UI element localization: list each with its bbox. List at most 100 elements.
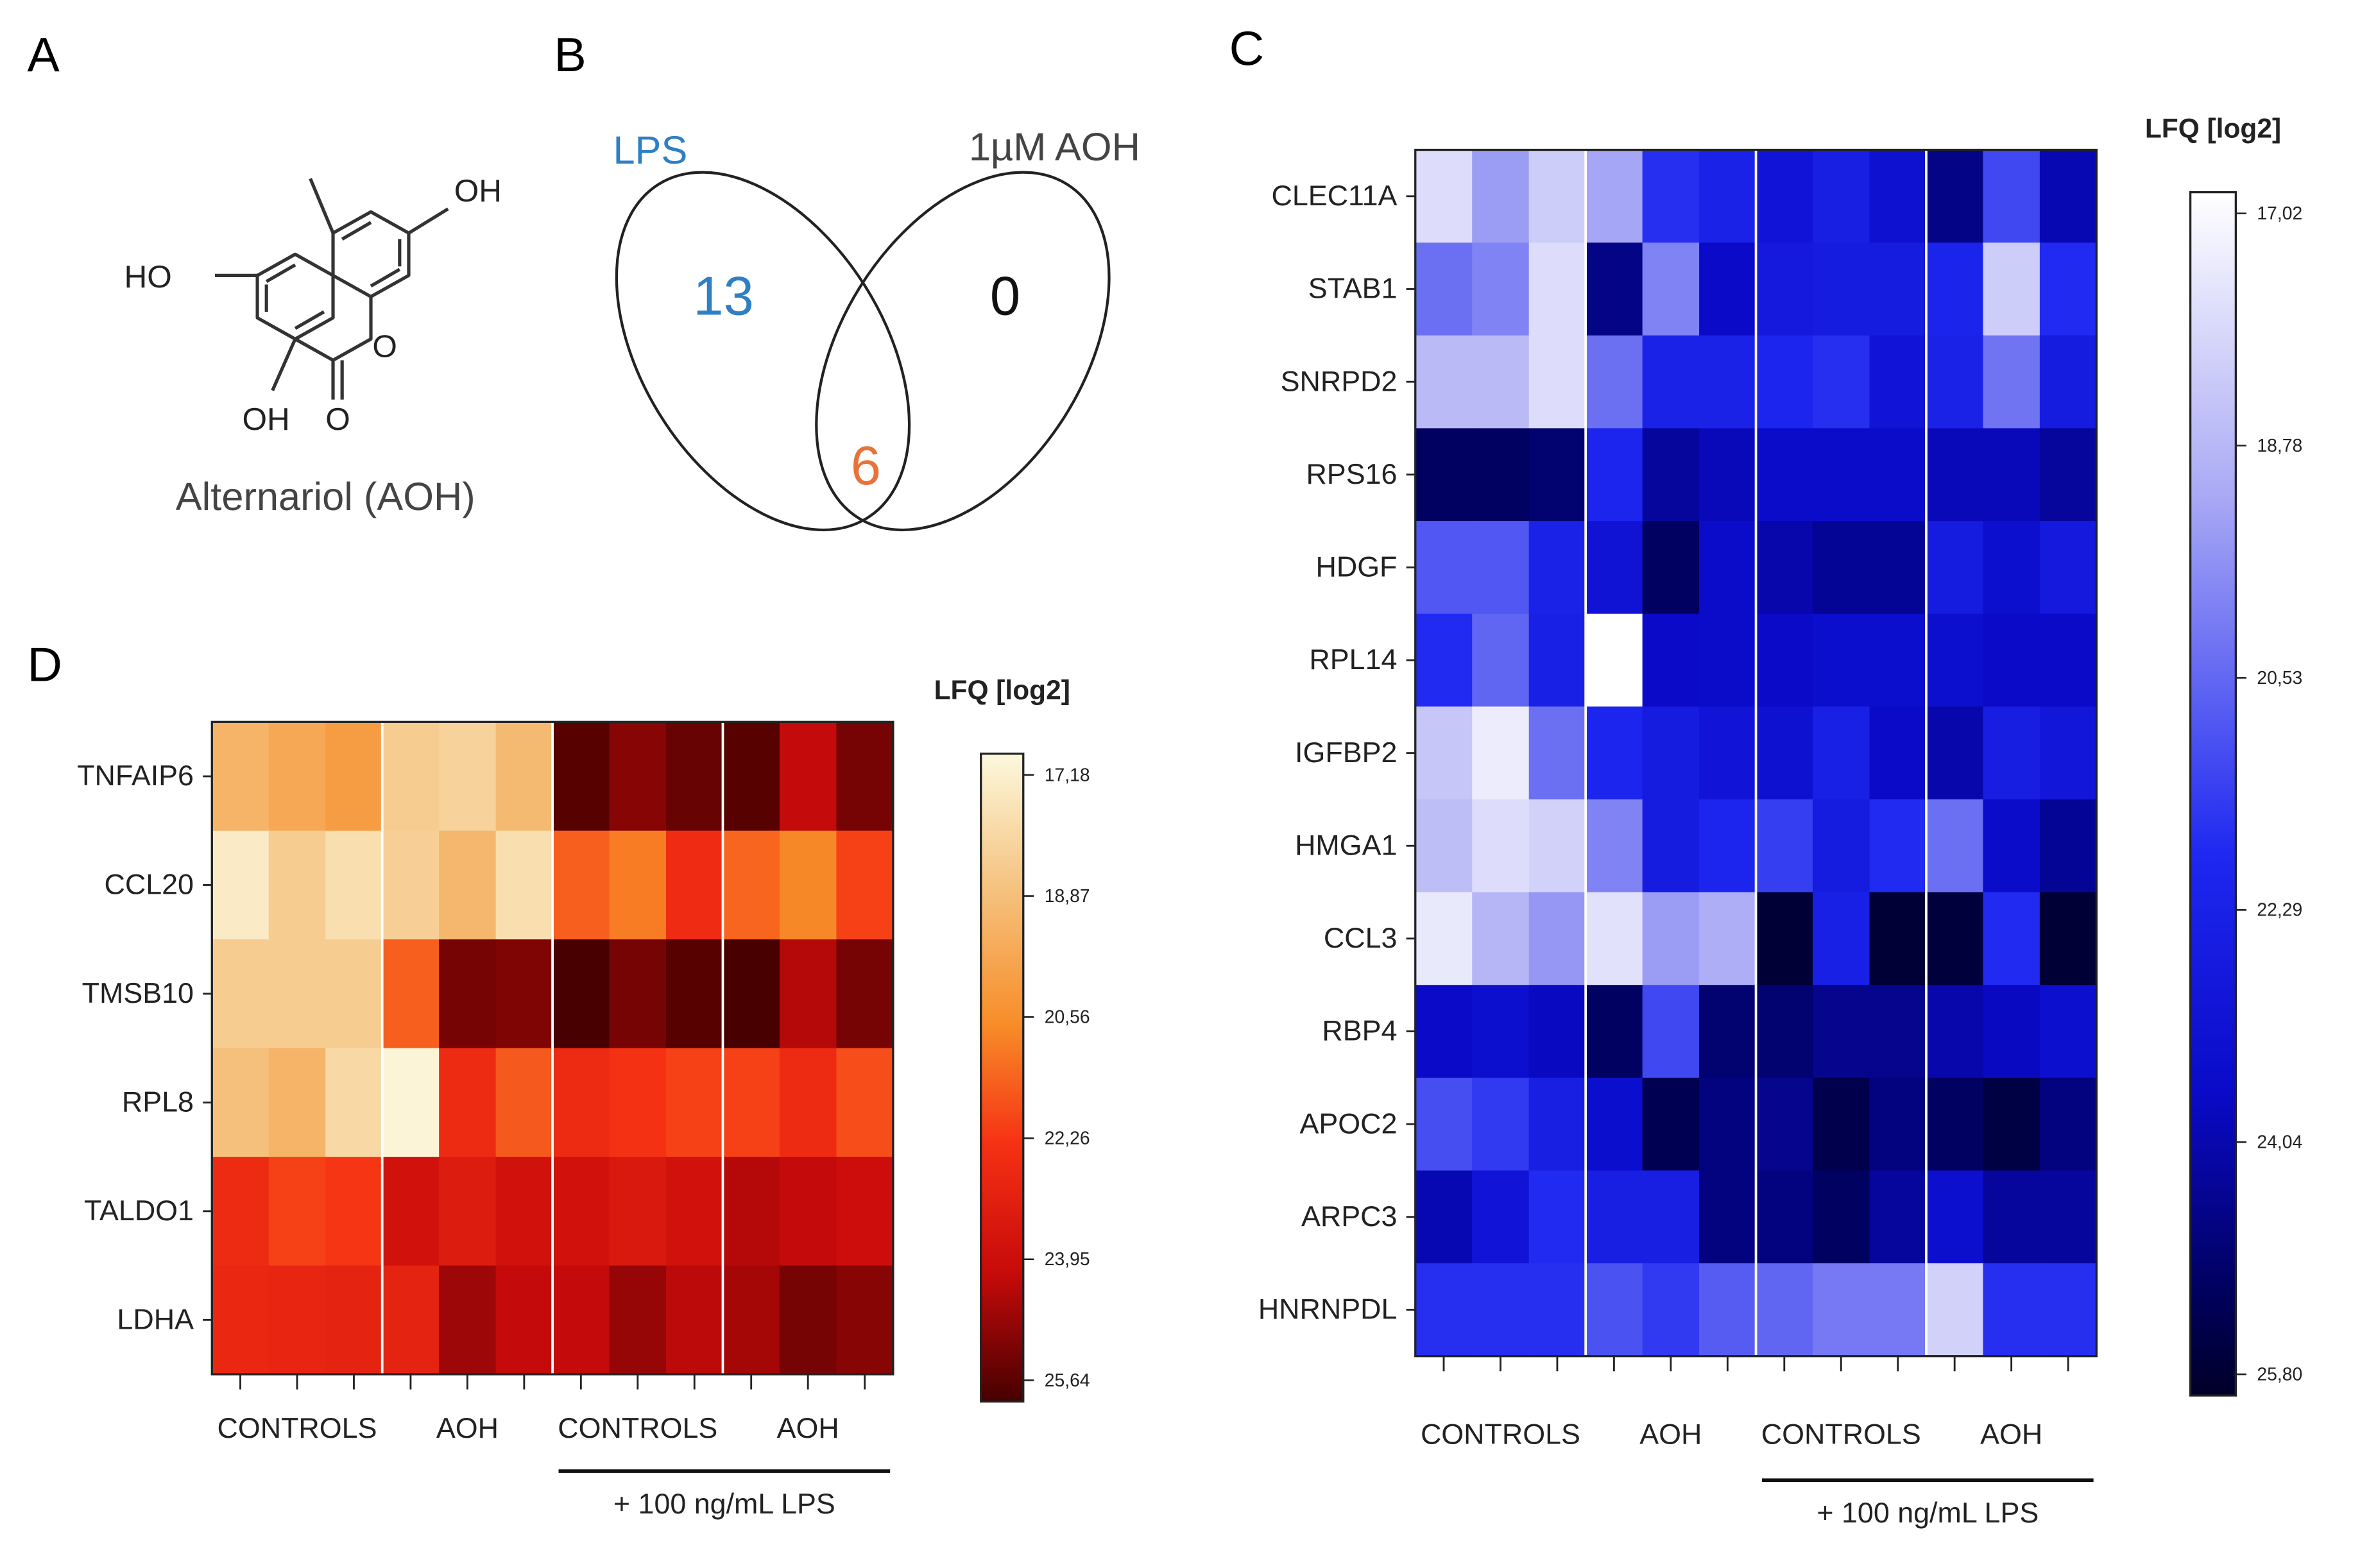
heatmap-cell — [1756, 706, 1814, 801]
heatmap-cell — [1813, 428, 1870, 522]
heatmap-cell — [1699, 1263, 1757, 1358]
heatmap-cell — [1926, 613, 1984, 708]
heatmap-cell — [1642, 613, 1700, 708]
heatmap-cell — [836, 1048, 894, 1158]
heatmap-cell — [439, 939, 497, 1050]
heatmap-cell — [1926, 706, 1984, 801]
heatmap-cell — [1699, 149, 1757, 244]
heatmap-cell — [1642, 892, 1700, 986]
heatmap-cell — [1869, 892, 1928, 986]
heatmap-cell — [1415, 243, 1473, 337]
heatmap-cell — [1869, 521, 1928, 615]
gene-label: RPS16 — [1306, 458, 1397, 490]
heatmap-cell — [1756, 1077, 1814, 1172]
heatmap-cell — [1586, 613, 1644, 708]
heatmap-cell — [2039, 149, 2098, 244]
heatmap-cell — [1983, 706, 2041, 801]
heatmap-cell — [1699, 985, 1757, 1079]
heatmap-cell — [1699, 1170, 1757, 1265]
heatmap-cell — [1472, 799, 1530, 893]
heatmap-cell — [1983, 243, 2041, 337]
heatmap-cell — [495, 722, 554, 832]
heatmap-cell — [779, 939, 837, 1050]
gene-label: HDGF — [1315, 551, 1397, 583]
heatmap-cell — [382, 939, 440, 1050]
heatmap-cell — [1813, 985, 1870, 1079]
heatmap-cell — [1699, 428, 1757, 522]
heatmap-cell — [609, 1157, 667, 1266]
heatmap-cell — [666, 1265, 724, 1376]
gene-label: RPL14 — [1309, 643, 1397, 676]
heatmap-cell — [1472, 521, 1530, 615]
heatmap-cell — [1528, 149, 1587, 244]
heatmap-cell — [1586, 892, 1644, 986]
heatmap-cell — [1983, 335, 2041, 429]
heatmap-cell — [1869, 706, 1928, 801]
heatmap-cell — [609, 830, 667, 941]
heatmap-cell — [1642, 521, 1700, 615]
group-label: AOH — [1639, 1419, 1702, 1451]
heatmap-cell — [1528, 428, 1587, 522]
heatmap-cell — [1756, 428, 1814, 522]
heatmap-cell — [1869, 1170, 1928, 1265]
heatmap-cell — [325, 939, 384, 1050]
heatmap-cell — [2039, 243, 2098, 337]
heatmap-cell — [779, 830, 837, 941]
heatmap-cell — [1642, 335, 1700, 429]
heatmap-cell — [1586, 243, 1644, 337]
group-label: CONTROLS — [1421, 1419, 1580, 1451]
heatmap-cell — [2039, 706, 2098, 801]
atom-label-carbonyl-oxygen: O — [325, 402, 350, 437]
heatmap-cell — [779, 722, 837, 832]
heatmap-cell — [1528, 1170, 1587, 1265]
heatmap-cell — [1415, 799, 1473, 893]
heatmap-cell — [1472, 243, 1530, 337]
heatmap-cell — [1642, 706, 1700, 801]
heatmap-cell — [382, 830, 440, 941]
heatmap-cell — [2039, 428, 2098, 522]
gene-label: IGFBP2 — [1295, 737, 1397, 769]
heatmap-cell — [836, 722, 894, 832]
heatmap-cell — [1415, 892, 1473, 986]
heatmap-cell — [495, 1157, 554, 1266]
heatmap-cell — [1926, 985, 1984, 1079]
heatmap-cell — [1528, 799, 1587, 893]
gene-label: CCL3 — [1324, 922, 1398, 954]
heatmap-cell — [1586, 428, 1644, 522]
heatmap-cell — [1983, 892, 2041, 986]
heatmap-cell — [1586, 799, 1644, 893]
heatmap-cell — [1756, 1170, 1814, 1265]
heatmap-cell — [1586, 985, 1644, 1079]
heatmap-cell — [1528, 1077, 1587, 1172]
heatmap-cell — [1813, 1077, 1870, 1172]
heatmap-cell — [2039, 613, 2098, 708]
heatmap-cell — [1642, 428, 1700, 522]
heatmap-cell — [723, 722, 781, 832]
heatmap-cell — [1926, 521, 1984, 615]
heatmap-cell — [1926, 799, 1984, 893]
heatmap-cell — [1472, 1170, 1530, 1265]
heatmap-cell — [1642, 799, 1700, 893]
venn-aoh-ellipse — [815, 171, 1111, 532]
panel-c: C CLEC11A STAB1 SNRPD2 RPS16 HDGF RPL14 IGFBP2… — [1229, 21, 2303, 1529]
heatmap-cell — [1983, 799, 2041, 893]
heatmap-cell — [1642, 149, 1700, 244]
heatmap-cell — [1983, 1170, 2041, 1265]
heatmap-cell — [2039, 521, 2098, 615]
heatmap-cell — [1756, 799, 1814, 893]
heatmap-cell — [1926, 428, 1984, 522]
heatmap-cell — [552, 939, 610, 1050]
legend-tick-label: 17,18 — [1045, 764, 1090, 785]
venn-lps-ellipse — [615, 171, 911, 532]
heatmap-cell — [439, 1265, 497, 1376]
heatmap-cell — [1699, 243, 1757, 337]
heatmap-cell — [1983, 1263, 2041, 1358]
legend-tick-label: 18,87 — [1045, 885, 1090, 906]
heatmap-cell — [1586, 1077, 1644, 1172]
heatmap-cell — [779, 1157, 837, 1266]
heatmap-cell — [1642, 1170, 1700, 1265]
heatmap-cell — [1699, 1077, 1757, 1172]
alternariol-structure — [215, 178, 449, 400]
heatmap-cell — [1983, 1077, 2041, 1172]
